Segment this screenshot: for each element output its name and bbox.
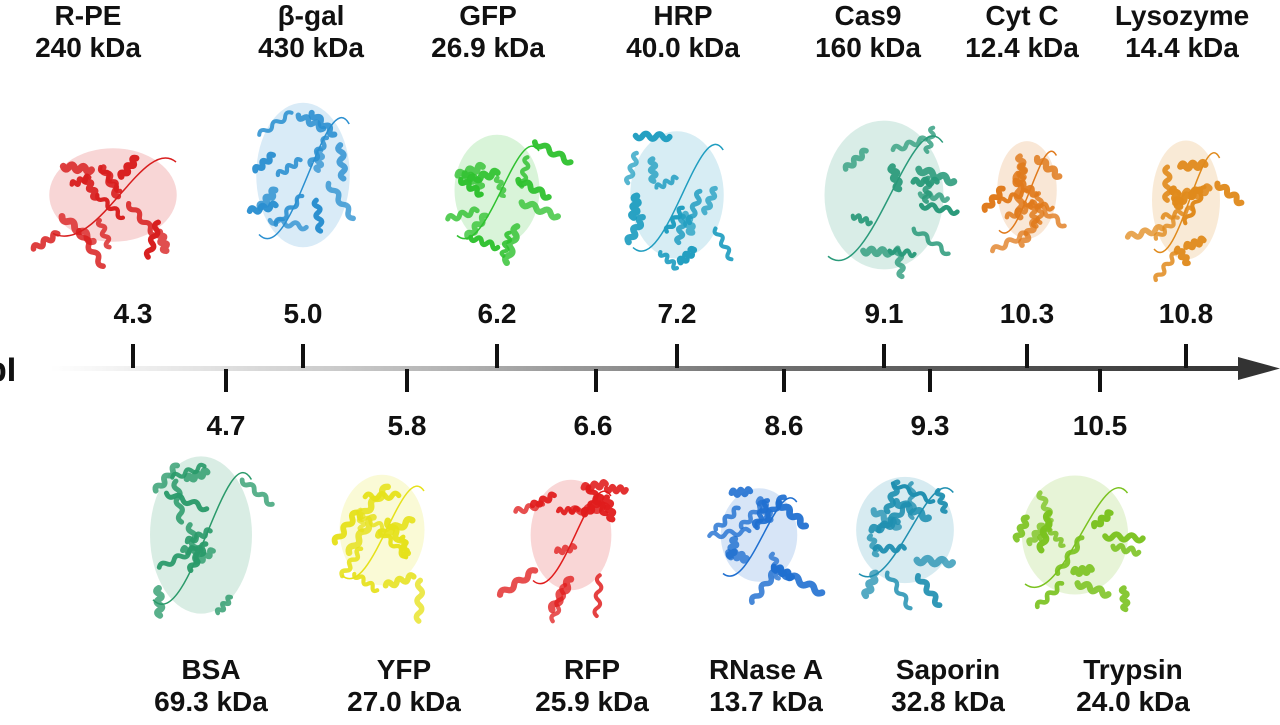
protein-name: BSA <box>181 654 241 685</box>
pi-value-hrp: 7.2 <box>657 298 697 329</box>
pi-value-trypsin: 10.5 <box>1072 410 1128 441</box>
protein-name: Cyt C <box>985 0 1059 31</box>
pi-value-cytc: 10.3 <box>999 298 1055 329</box>
protein-mass: 32.8 kDa <box>891 686 1005 717</box>
pi-value-rpe: 4.3 <box>113 298 153 329</box>
protein-bgal-structure-icon <box>246 102 356 248</box>
pi-value-gfp: 6.2 <box>477 298 517 329</box>
protein-name: R-PE <box>54 0 122 31</box>
pi-axis-line <box>50 366 1245 371</box>
protein-cytc-structure-icon <box>981 141 1067 254</box>
protein-structures <box>30 102 1245 624</box>
pi-value-cas9: 9.1 <box>864 298 904 329</box>
protein-label-bsa: BSA 69.3 kDa <box>154 654 268 718</box>
protein-label-trypsin: Trypsin 24.0 kDa <box>1076 654 1190 718</box>
protein-name: GFP <box>459 0 517 31</box>
protein-cas9-structure-icon <box>824 120 960 280</box>
protein-name: Lysozyme <box>1114 0 1250 31</box>
pi-value-bgal: 5.0 <box>283 298 323 329</box>
protein-label-rfp: RFP 25.9 kDa <box>535 654 649 718</box>
protein-mass: 240 kDa <box>35 32 141 63</box>
protein-label-cas9: Cas9 160 kDa <box>815 0 921 64</box>
protein-hrp-structure-icon <box>624 130 734 271</box>
protein-mass: 12.4 kDa <box>965 32 1079 63</box>
protein-mass: 69.3 kDa <box>154 686 268 717</box>
protein-mass: 160 kDa <box>815 32 921 63</box>
pi-value-lysozyme: 10.8 <box>1158 298 1214 329</box>
protein-name: RNase A <box>708 654 824 685</box>
pi-value-yfp: 5.8 <box>387 410 427 441</box>
protein-mass: 24.0 kDa <box>1076 686 1190 717</box>
protein-yfp-structure-icon <box>331 474 426 624</box>
protein-label-hrp: HRP 40.0 kDa <box>626 0 740 64</box>
pi-value-rfp: 6.6 <box>573 410 613 441</box>
protein-mass: 40.0 kDa <box>626 32 740 63</box>
protein-trypsin-structure-icon <box>1012 475 1146 613</box>
protein-gfp-structure-icon <box>445 134 574 266</box>
protein-label-cytc: Cyt C 12.4 kDa <box>965 0 1079 64</box>
protein-rnasea-structure-icon <box>707 486 826 605</box>
protein-rfp-structure-icon <box>496 479 629 624</box>
protein-label-rpe: R-PE 240 kDa <box>35 0 141 64</box>
protein-name: HRP <box>653 0 713 31</box>
protein-label-saporin: Saporin 32.8 kDa <box>891 654 1005 718</box>
pi-value-rnasea: 8.6 <box>764 410 804 441</box>
protein-mass: 14.4 kDa <box>1125 32 1239 63</box>
protein-label-gfp: GFP 26.9 kDa <box>431 0 545 64</box>
pi-value-saporin: 9.3 <box>910 410 950 441</box>
pi-axis-arrowhead <box>1238 357 1280 380</box>
protein-mass: 430 kDa <box>258 32 364 63</box>
protein-mass: 25.9 kDa <box>535 686 649 717</box>
protein-name: β-gal <box>277 0 345 31</box>
protein-saporin-structure-icon <box>856 476 957 611</box>
protein-name: YFP <box>376 654 432 685</box>
pi-axis-ticks <box>131 344 1188 392</box>
protein-mass: 26.9 kDa <box>431 32 545 63</box>
protein-name: RFP <box>563 654 620 685</box>
protein-name: Trypsin <box>1083 654 1183 685</box>
protein-name: Saporin <box>895 654 1001 685</box>
axis-label: pI <box>0 351 17 389</box>
protein-label-yfp: YFP 27.0 kDa <box>347 654 461 718</box>
protein-mass: 27.0 kDa <box>347 686 461 717</box>
protein-rpe-structure-icon <box>30 148 177 270</box>
protein-label-lysozyme: Lysozyme 14.4 kDa <box>1115 0 1249 64</box>
protein-label-rnasea: RNase A 13.7 kDa <box>709 654 823 718</box>
protein-label-bgal: β-gal 430 kDa <box>258 0 364 64</box>
protein-bsa-structure-icon <box>150 456 275 619</box>
protein-lysozyme-structure-icon <box>1124 140 1245 283</box>
protein-mass: 13.7 kDa <box>709 686 823 717</box>
protein-name: Cas9 <box>834 0 902 31</box>
pi-value-bsa: 4.7 <box>206 410 246 441</box>
